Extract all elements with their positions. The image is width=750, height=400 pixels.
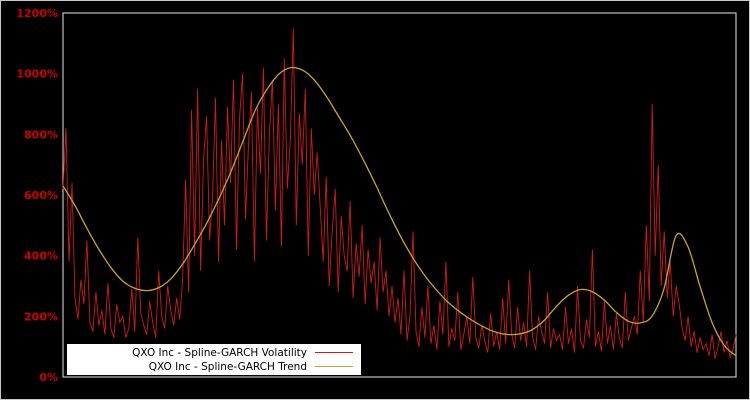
y-tick-label: 600% (24, 189, 58, 202)
legend: QXO Inc - Spline-GARCH Volatility QXO In… (67, 344, 361, 375)
legend-item-volatility: QXO Inc - Spline-GARCH Volatility (75, 346, 353, 359)
legend-label-volatility: QXO Inc - Spline-GARCH Volatility (132, 346, 307, 359)
volatility-line-sample (315, 352, 353, 353)
y-tick-label: 1000% (16, 68, 58, 81)
y-tick-label: 200% (24, 310, 58, 323)
legend-label-trend: QXO Inc - Spline-GARCH Trend (148, 360, 307, 373)
legend-item-trend: QXO Inc - Spline-GARCH Trend (75, 360, 353, 373)
y-tick-label: 0% (39, 371, 58, 384)
y-tick-label: 1200% (16, 7, 58, 20)
volatility-series-line (62, 28, 737, 359)
y-tick-label: 800% (24, 128, 58, 141)
trend-series-line (62, 66, 737, 357)
plot-border (62, 12, 737, 378)
trend-line-sample (315, 366, 353, 367)
y-tick-label: 400% (24, 250, 58, 263)
